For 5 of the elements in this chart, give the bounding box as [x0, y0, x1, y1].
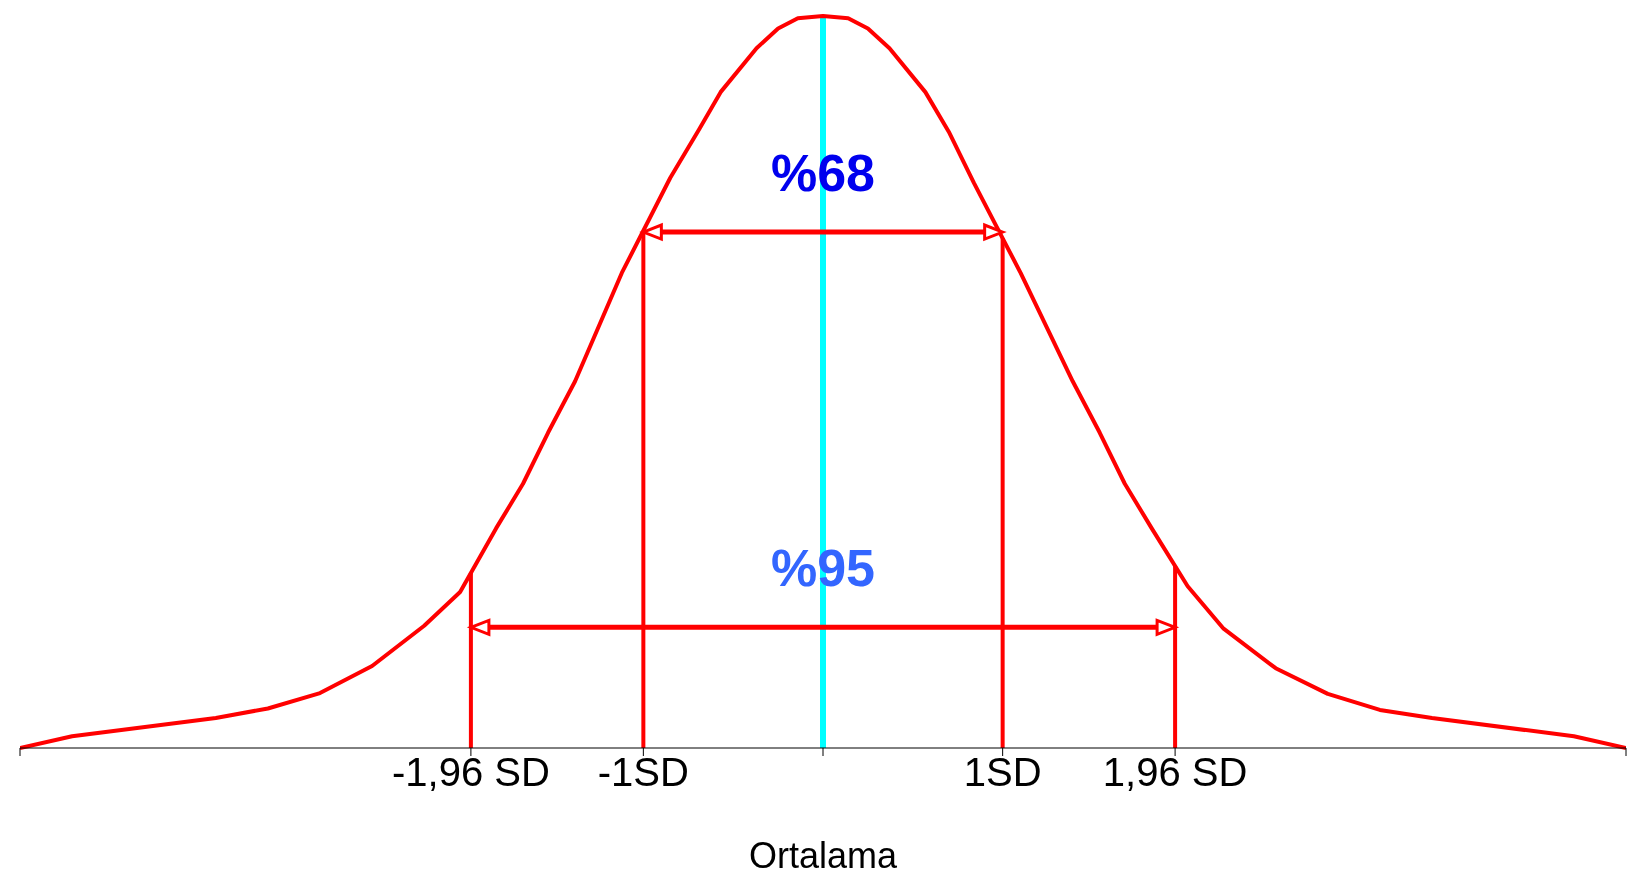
x-tick-label: -1SD	[597, 750, 689, 795]
x-tick-label: 1,96 SD	[1102, 750, 1248, 795]
x-tick-label: 1SD	[963, 750, 1042, 795]
x-axis-title: Ortalama	[748, 835, 898, 876]
x-tick-label: -1,96 SD	[391, 750, 550, 795]
